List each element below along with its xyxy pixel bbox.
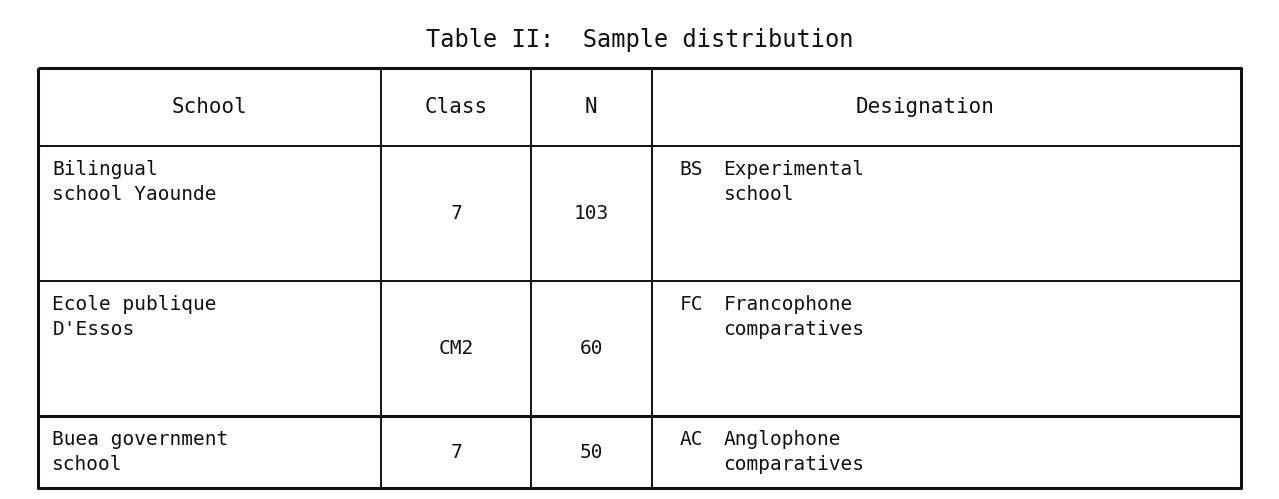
Text: 50: 50 bbox=[579, 443, 604, 462]
Text: Bilingual
school Yaounde: Bilingual school Yaounde bbox=[52, 160, 217, 204]
Text: School: School bbox=[171, 97, 248, 117]
Text: AC: AC bbox=[679, 430, 703, 449]
Text: 60: 60 bbox=[579, 339, 604, 358]
Text: Francophone
comparatives: Francophone comparatives bbox=[724, 295, 865, 339]
Text: 103: 103 bbox=[574, 204, 609, 223]
Text: Class: Class bbox=[425, 97, 487, 117]
Text: 7: 7 bbox=[450, 443, 462, 462]
Text: 7: 7 bbox=[450, 204, 462, 223]
Text: N: N bbox=[585, 97, 597, 117]
Text: Ecole publique
D'Essos: Ecole publique D'Essos bbox=[52, 295, 217, 339]
Text: FC: FC bbox=[679, 295, 703, 314]
Text: Buea government
school: Buea government school bbox=[52, 430, 229, 474]
Text: BS: BS bbox=[679, 160, 703, 179]
Text: Table II:  Sample distribution: Table II: Sample distribution bbox=[426, 28, 853, 52]
Text: Anglophone
comparatives: Anglophone comparatives bbox=[724, 430, 865, 474]
Text: CM2: CM2 bbox=[439, 339, 473, 358]
Text: Experimental
school: Experimental school bbox=[724, 160, 865, 204]
Text: Designation: Designation bbox=[856, 97, 995, 117]
